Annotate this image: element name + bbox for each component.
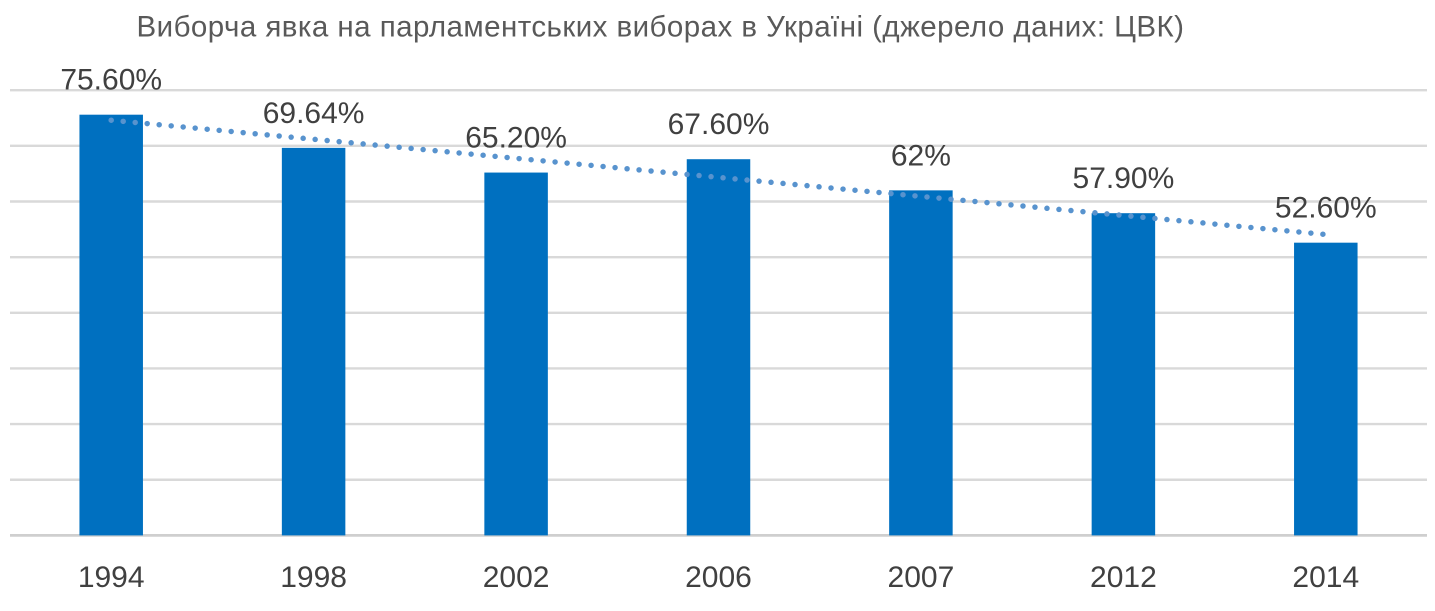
svg-text:1998: 1998	[280, 561, 347, 594]
svg-text:65.20%: 65.20%	[465, 121, 567, 154]
svg-text:62%: 62%	[891, 139, 951, 172]
svg-text:2006: 2006	[685, 561, 752, 594]
svg-text:57.90%: 57.90%	[1073, 162, 1175, 195]
svg-text:2014: 2014	[1292, 561, 1359, 594]
svg-text:52.60%: 52.60%	[1275, 192, 1377, 225]
svg-text:2002: 2002	[483, 561, 550, 594]
svg-text:67.60%: 67.60%	[668, 108, 770, 141]
svg-text:2012: 2012	[1090, 561, 1157, 594]
svg-text:69.64%: 69.64%	[263, 97, 365, 130]
svg-text:Виборча явка на парламентських: Виборча явка на парламентських виборах в…	[137, 10, 1185, 43]
svg-text:1994: 1994	[78, 561, 145, 594]
svg-text:75.60%: 75.60%	[60, 64, 162, 97]
svg-text:2007: 2007	[888, 561, 955, 594]
